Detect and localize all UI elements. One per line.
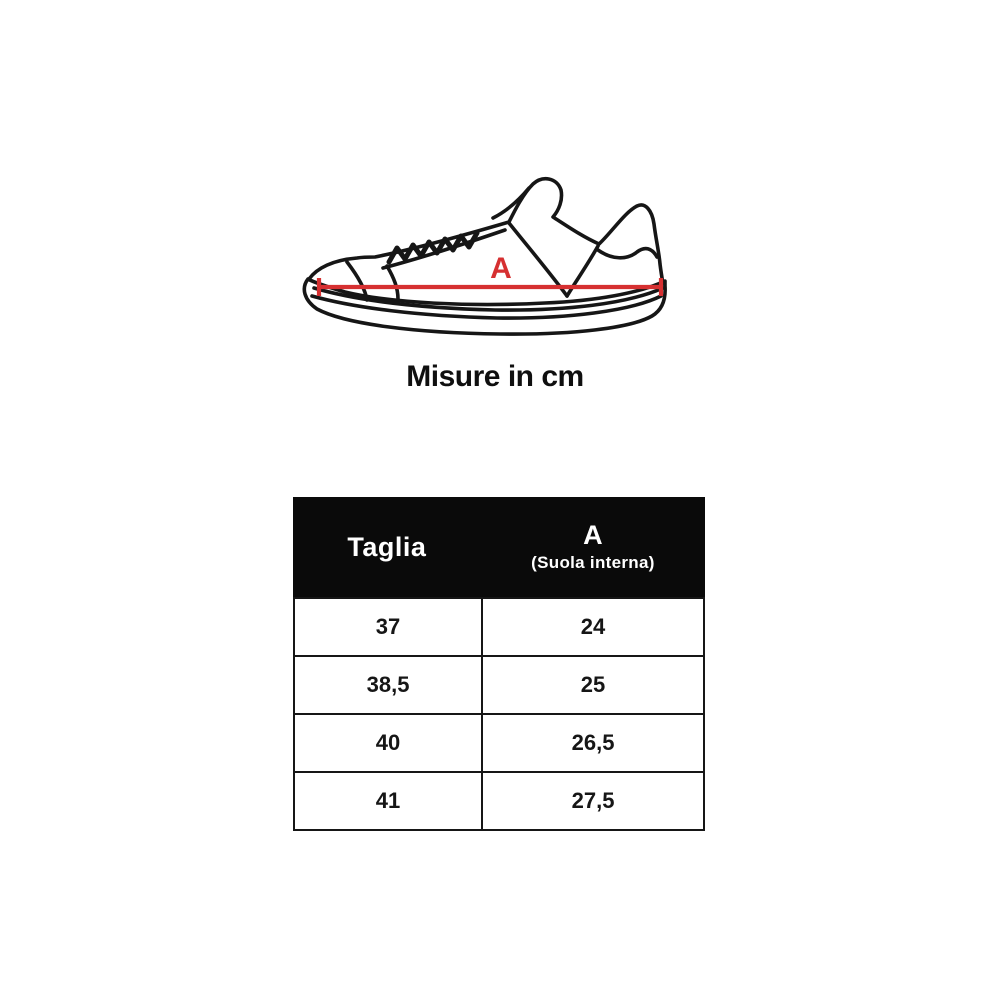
diagram-caption: Misure in cm <box>406 360 584 393</box>
cell-a: 25 <box>580 672 606 697</box>
shoe-illustration-svg: A <box>302 176 667 336</box>
table-row: 40 26,5 <box>295 713 703 771</box>
tongue-inner-seam <box>491 186 531 220</box>
table-row: 38,5 25 <box>295 655 703 713</box>
header-cell-taglia: Taglia <box>347 531 427 562</box>
heel-collar-line <box>596 246 659 260</box>
table-row: 41 27,5 <box>295 771 703 829</box>
upper-outline <box>307 176 665 286</box>
midsole-line-upper <box>312 286 665 312</box>
header-a-label: A <box>583 520 603 551</box>
size-table-header: Taglia A (Suola interna) <box>293 497 705 597</box>
header-a-sublabel: (Suola interna) <box>531 552 655 572</box>
vamp-diagonal-seam <box>507 221 569 298</box>
cell-a: 24 <box>580 614 606 639</box>
cell-taglia: 37 <box>295 599 484 655</box>
sole-outline <box>302 277 667 336</box>
cell-a: 26,5 <box>571 730 615 755</box>
cell-taglia: 41 <box>295 773 484 829</box>
cell-a: 27,5 <box>571 788 615 813</box>
size-table-body: 37 24 38,5 25 40 26,5 41 27,5 <box>293 597 705 831</box>
eyestay-line <box>381 228 507 270</box>
header-cell-a: A (Suola interna) <box>481 497 705 597</box>
table-row: 37 24 <box>295 599 703 655</box>
laces-zigzag <box>386 230 480 265</box>
cell-taglia: 40 <box>295 715 484 771</box>
measure-label: A <box>490 252 512 285</box>
toe-cap-seam <box>345 260 369 302</box>
cell-taglia: 38,5 <box>295 657 484 713</box>
measurement-arrow: A <box>316 252 664 296</box>
quarter-seam <box>565 244 600 298</box>
shoe-diagram: A Misure in cm <box>295 160 695 394</box>
midsole-line-lower <box>310 294 663 320</box>
eyestay-front-seam <box>385 264 400 301</box>
size-table: Taglia A (Suola interna) 37 24 38,5 25 4… <box>293 497 705 831</box>
